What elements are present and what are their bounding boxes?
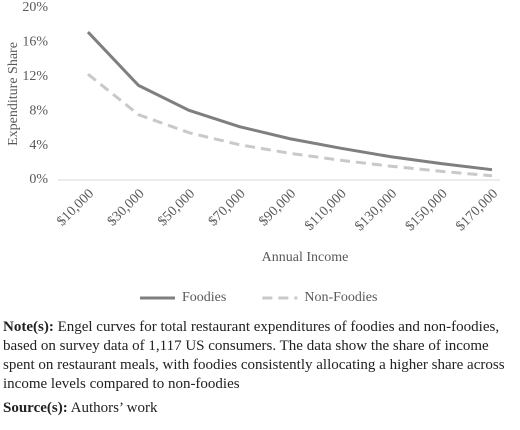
chart: Expenditure Share Annual Income 0% 4% 8% 12… [6, 0, 501, 305]
source-label: Source(s): [3, 400, 68, 416]
legend-label: Foodies [182, 290, 226, 305]
note-text: Engel curves for total restaurant expend… [3, 319, 505, 392]
y-axis-label: Expenditure Share [6, 42, 21, 146]
x-tick-label: $130,000 [352, 186, 400, 234]
source: Source(s): Authors’ work [3, 399, 515, 418]
source-text: Authors’ work [70, 400, 158, 416]
x-tick-label: $50,000 [155, 186, 198, 229]
y-tick-label: 16% [22, 35, 48, 50]
x-tick-label: $170,000 [453, 186, 501, 234]
x-tick-label: $150,000 [403, 186, 451, 234]
y-tick-label: 4% [29, 138, 48, 153]
series-line [87, 73, 493, 178]
x-tick-label: $70,000 [206, 186, 249, 229]
legend-label: Non-Foodies [304, 290, 377, 305]
x-tick-label: $10,000 [54, 186, 97, 229]
y-tick-label: 20% [22, 0, 48, 15]
y-tick-label: 8% [29, 103, 48, 118]
y-tick-label: 12% [22, 69, 48, 84]
x-tick-label: $30,000 [105, 186, 148, 229]
note: Note(s): Engel curves for total restaura… [3, 318, 515, 394]
x-tick-label: $110,000 [302, 186, 349, 233]
x-tick-label: $90,000 [256, 186, 299, 229]
notes: Note(s): Engel curves for total restaura… [3, 318, 515, 423]
y-tick-label: 0% [29, 172, 48, 187]
x-axis-label: Annual Income [262, 250, 349, 265]
series-line [86, 31, 493, 172]
note-label: Note(s): [3, 319, 54, 335]
